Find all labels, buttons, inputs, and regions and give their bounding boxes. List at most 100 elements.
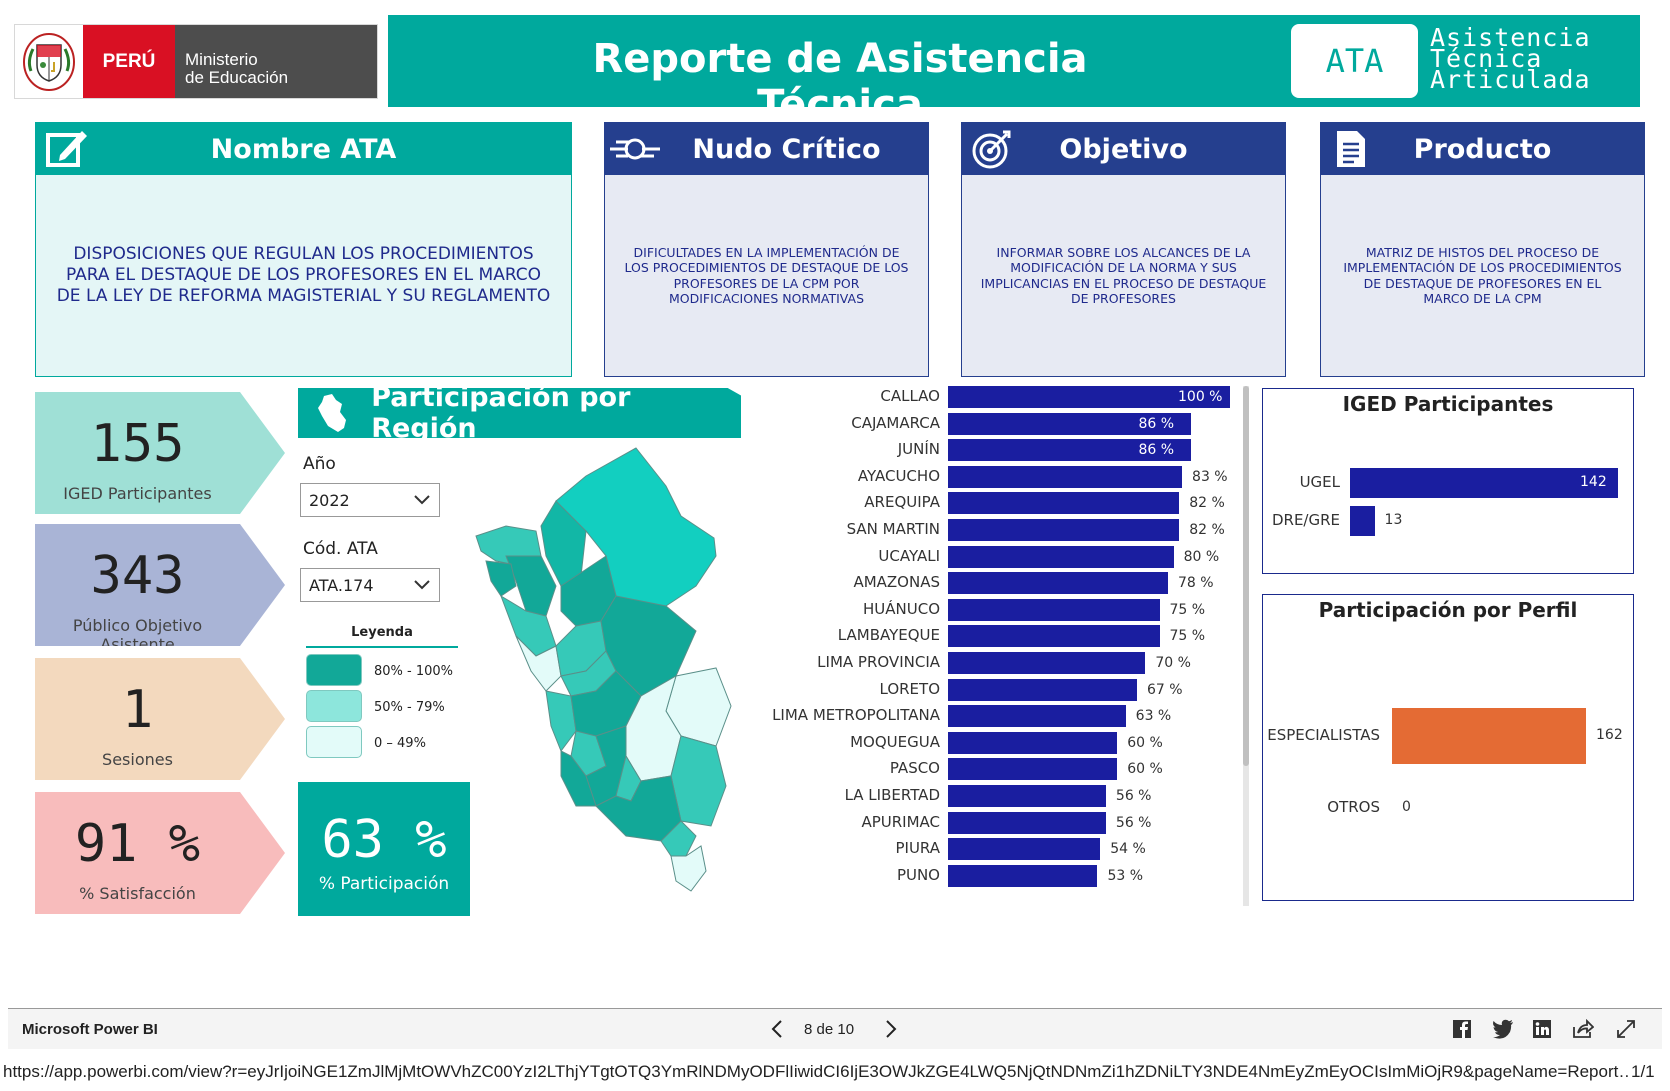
scrollbar-thumb[interactable] xyxy=(1243,386,1249,766)
ata-badge: ATA xyxy=(1291,24,1418,98)
region-value-label: 67 % xyxy=(1146,681,1183,698)
page-indicator: 8 de 10 xyxy=(804,1021,855,1038)
kpi-value: 91 % xyxy=(74,814,201,874)
category-bar[interactable] xyxy=(1350,468,1618,498)
region-value-label: 78 % xyxy=(1177,575,1214,592)
region-value-label: 63 % xyxy=(1135,708,1172,725)
card-text: MATRIZ DE HISTOS DEL PROCESO DE IMPLEMEN… xyxy=(1343,244,1622,307)
card-objetivo: Objetivo INFORMAR SOBRE LOS ALCANCES DE … xyxy=(961,122,1286,377)
map-region-tacna xyxy=(670,845,707,892)
region-label: HUÁNUCO xyxy=(863,599,940,618)
card-header: Nudo Crítico xyxy=(605,123,928,175)
card-header: Objetivo xyxy=(962,123,1285,175)
peru-region-map[interactable] xyxy=(466,446,776,896)
perfil-panel-title: Participación por Perfil xyxy=(1318,598,1578,622)
region-bar[interactable] xyxy=(948,439,1191,462)
kpi-iged-participantes: 155 IGED Participantes xyxy=(35,392,285,514)
scrollbar-track[interactable] xyxy=(1243,386,1249,906)
region-bar[interactable] xyxy=(948,705,1126,728)
category-bar[interactable] xyxy=(1350,506,1375,536)
legend-swatch-low xyxy=(306,726,362,758)
kpi-satisfaccion: 91 % % Satisfacción xyxy=(35,792,285,914)
region-value-label: 82 % xyxy=(1189,495,1225,512)
category-value: 0 xyxy=(1402,799,1411,815)
region-label: LA LIBERTAD xyxy=(844,786,940,804)
region-value-label: 100 % xyxy=(1178,389,1223,405)
ministry-name: Ministerio de Educación xyxy=(175,25,377,98)
region-bar[interactable] xyxy=(948,519,1180,541)
twitter-share-button[interactable] xyxy=(1492,1019,1514,1043)
region-bar[interactable] xyxy=(948,572,1168,595)
category-bar[interactable] xyxy=(1392,708,1586,764)
region-bar[interactable] xyxy=(948,625,1160,648)
region-bars: 100 % 86 % 86 % 83 % 82 % 82 % 80 % 78 % 75 % 75 … xyxy=(948,386,1238,896)
share-button[interactable] xyxy=(1572,1018,1595,1043)
url-bar: https://app.powerbi.com/view?r=eyJrIjoiN… xyxy=(0,1050,1670,1091)
category-value: 162 xyxy=(1596,727,1623,743)
facebook-share-button[interactable] xyxy=(1452,1019,1472,1043)
twitter-icon xyxy=(1493,1019,1513,1039)
code-value: ATA.174 xyxy=(309,575,374,595)
region-label: LORETO xyxy=(879,679,941,698)
powerbi-brand[interactable]: Microsoft Power BI xyxy=(22,1021,158,1038)
card-text: DIFICULTADES EN LA IMPLEMENTACIÓN DE LOS… xyxy=(624,244,909,307)
region-label: LIMA PROVINCIA xyxy=(817,653,940,671)
region-panel-title: Participación por Región xyxy=(371,382,631,444)
next-page-button[interactable] xyxy=(880,1018,900,1044)
category-label: ESPECIALISTAS xyxy=(1267,726,1380,744)
region-bar[interactable] xyxy=(948,678,1137,701)
card-title: Objetivo xyxy=(1059,133,1188,165)
card-text: INFORMAR SOBRE LOS ALCANCES DE LA MODIFI… xyxy=(980,244,1267,307)
region-bar[interactable] xyxy=(948,412,1191,435)
card-title: Nombre ATA xyxy=(210,133,397,165)
code-label: Cód. ATA xyxy=(303,539,378,559)
category-label: UGEL xyxy=(1299,473,1340,491)
code-select[interactable]: ATA.174 xyxy=(300,568,440,602)
page-title: Reporte de Asistencia Técnica xyxy=(592,36,1088,128)
kpi-publico-objetivo: 343 Público Objetivo Asistente xyxy=(35,524,285,646)
kpi-value: 155 xyxy=(90,414,185,474)
region-bar[interactable] xyxy=(948,838,1101,861)
chevron-right-icon xyxy=(886,1020,897,1038)
region-value-label: 56 % xyxy=(1115,814,1152,831)
ministry-line-1: Ministerio xyxy=(185,50,258,69)
region-label: LAMBAYEQUE xyxy=(837,626,940,645)
region-value-label: 54 % xyxy=(1110,841,1146,858)
linkedin-share-button[interactable] xyxy=(1532,1019,1552,1043)
region-bar[interactable] xyxy=(948,465,1183,488)
fullscreen-button[interactable] xyxy=(1616,1019,1636,1043)
region-label: LIMA METROPOLITANA xyxy=(772,706,940,725)
region-bar[interactable] xyxy=(948,545,1174,568)
share-icon xyxy=(1573,1018,1595,1038)
prev-page-button[interactable] xyxy=(768,1018,788,1044)
region-bar[interactable] xyxy=(948,758,1118,781)
region-label: MOQUEGUA xyxy=(850,732,940,751)
year-value: 2022 xyxy=(309,490,350,510)
card-nombre-ata: Nombre ATA DISPOSICIONES QUE REGULAN LOS… xyxy=(35,122,572,377)
peru-map-icon xyxy=(298,394,367,432)
region-bar[interactable] xyxy=(948,864,1098,887)
ata-line-2: Técnica xyxy=(1430,44,1543,73)
region-value-label: 86 % xyxy=(1138,442,1175,459)
region-bar[interactable] xyxy=(948,811,1106,834)
card-header: Producto xyxy=(1321,123,1644,175)
legend-swatch-mid xyxy=(306,690,362,722)
kpi-label: IGED Participantes xyxy=(63,484,212,503)
facebook-icon xyxy=(1453,1020,1471,1038)
region-bar[interactable] xyxy=(948,652,1146,674)
region-bar[interactable] xyxy=(948,598,1160,621)
region-value-label: 83 % xyxy=(1192,468,1228,485)
region-bar[interactable] xyxy=(948,785,1106,807)
legend-label-high: 80% - 100% xyxy=(374,664,454,679)
region-bar[interactable] xyxy=(948,731,1118,754)
year-select[interactable]: 2022 xyxy=(300,483,440,517)
region-bar[interactable] xyxy=(948,386,1230,408)
region-label: SAN MARTIN xyxy=(846,520,940,538)
card-producto: Producto MATRIZ DE HISTOS DEL PROCESO DE… xyxy=(1320,122,1645,377)
minedu-logo: PERÚ Ministerio de Educación xyxy=(14,24,378,99)
iged-chart: UGEL 142 DRE/GRE 13 xyxy=(1262,388,1634,574)
kpi-value: 343 xyxy=(90,546,185,606)
region-bar[interactable] xyxy=(948,492,1180,515)
edit-icon xyxy=(36,127,96,171)
kpi-value: 1 xyxy=(121,680,154,740)
